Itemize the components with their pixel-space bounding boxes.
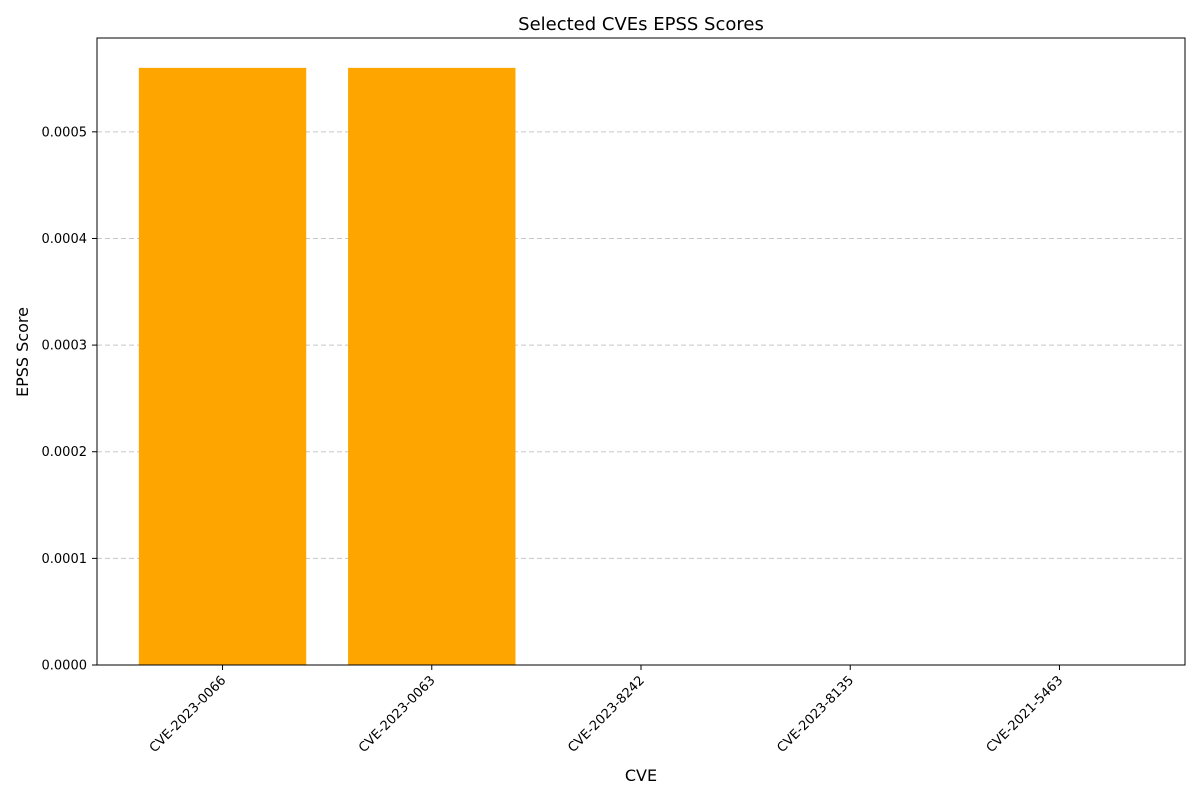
bars (138, 67, 516, 666)
y-tick-label: 0.0001 (42, 552, 88, 567)
x-axis-label: CVE (625, 766, 657, 785)
x-tick-label: CVE-2023-8242 (565, 673, 648, 756)
chart-title: Selected CVEs EPSS Scores (518, 14, 764, 35)
y-tick-label: 0.0000 (42, 659, 88, 674)
bar-cve-2023-0066 (138, 67, 307, 666)
x-tick-label: CVE-2023-0063 (356, 673, 439, 756)
x-tick-label: CVE-2021-5463 (984, 673, 1067, 756)
grid-lines (97, 131, 1185, 559)
x-tick-label: CVE-2023-0066 (147, 673, 230, 756)
y-tick-label: 0.0003 (42, 339, 88, 354)
x-tick-label: CVE-2023-8135 (775, 673, 858, 756)
y-axis-label: EPSS Score (13, 307, 32, 397)
y-axis-ticks: 0.0000 0.0001 0.0002 0.0003 0.0004 0.0005 (42, 125, 97, 674)
bar-cve-2023-0063 (348, 67, 516, 666)
y-tick-label: 0.0002 (42, 445, 88, 460)
x-axis-ticks: CVE-2023-0066 CVE-2023-0063 CVE-2023-8242 C… (147, 665, 1066, 756)
y-tick-label: 0.0004 (42, 232, 88, 247)
y-tick-label: 0.0005 (42, 125, 88, 140)
